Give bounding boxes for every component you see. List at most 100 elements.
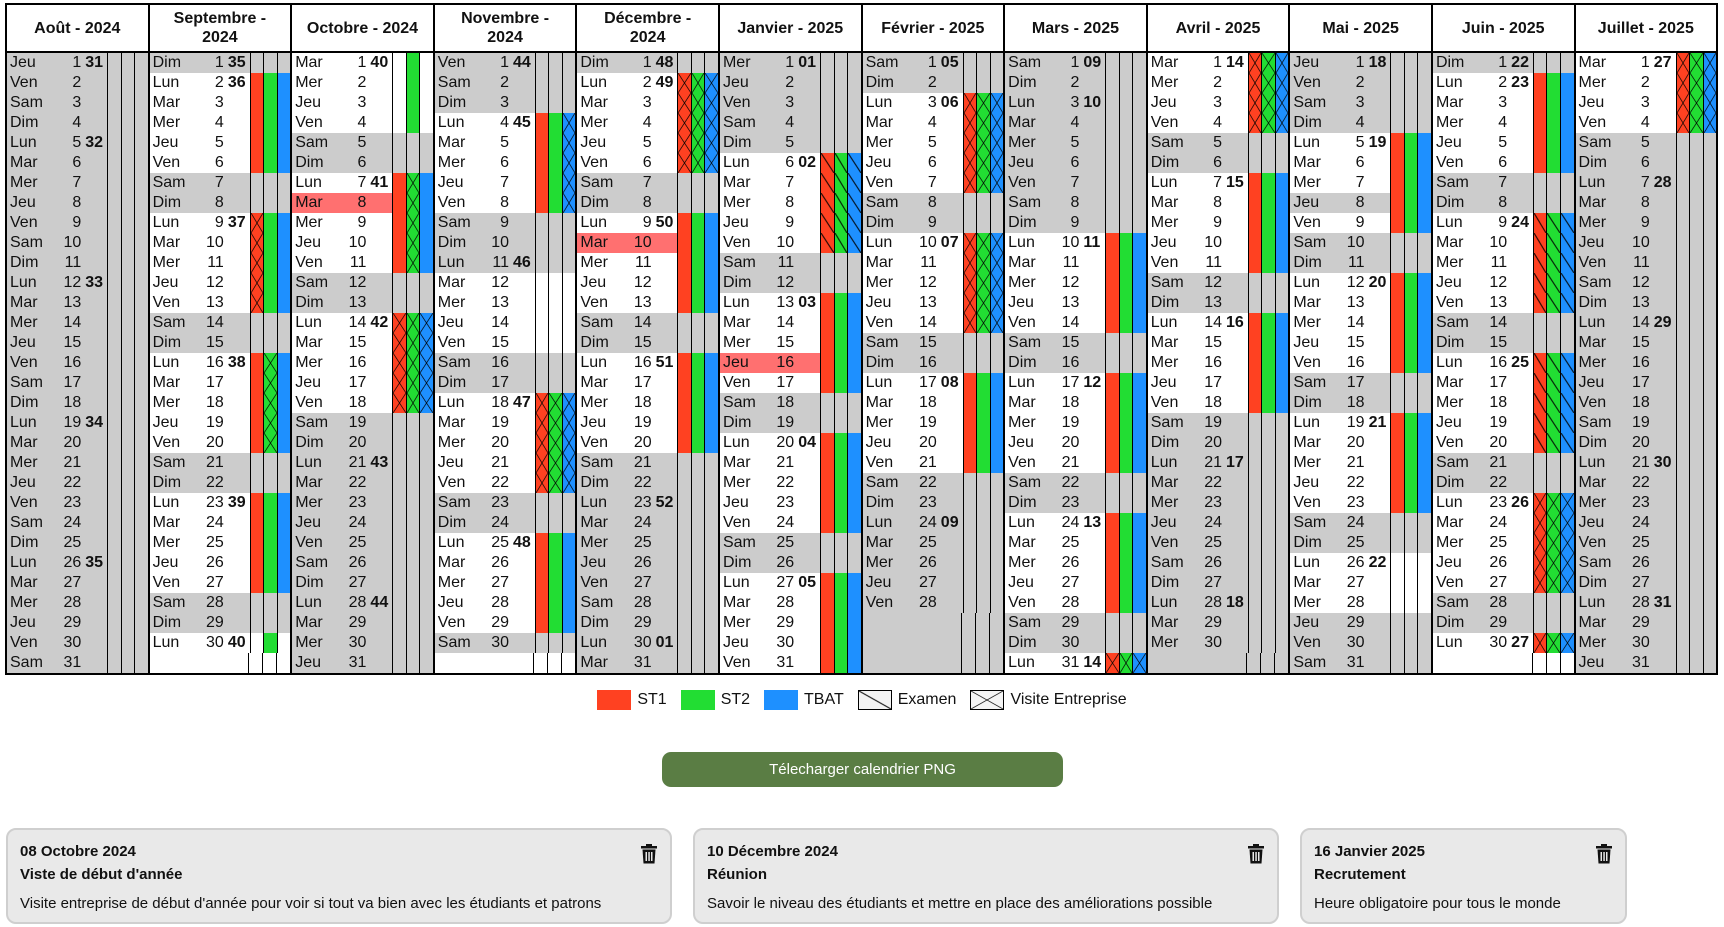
day-label[interactable]: Ven 20 bbox=[149, 433, 250, 453]
day-label[interactable]: Dim 8 bbox=[1432, 193, 1533, 213]
day-label[interactable]: Mar 17 bbox=[1432, 373, 1533, 393]
day-label[interactable]: Ven 6 bbox=[149, 153, 250, 173]
day-label[interactable]: Jeu 23 bbox=[719, 493, 820, 513]
day-label[interactable]: Mer 4 bbox=[149, 113, 250, 133]
day-label[interactable]: Mer 14 bbox=[1290, 313, 1391, 333]
day-label[interactable]: Mer 12 bbox=[1005, 273, 1106, 293]
day-label[interactable]: Sam 21 bbox=[1432, 453, 1533, 473]
day-label[interactable]: Ven 7 bbox=[862, 173, 963, 193]
day-label[interactable]: Sam 2 bbox=[434, 73, 535, 93]
day-label[interactable]: Sam 23 bbox=[434, 493, 535, 513]
day-label[interactable]: Mer 15 bbox=[719, 333, 820, 353]
day-label[interactable]: Jeu 12 bbox=[577, 273, 678, 293]
day-label[interactable]: Mar 12 bbox=[434, 273, 535, 293]
day-label[interactable]: Mer 23 bbox=[292, 493, 393, 513]
day-label[interactable]: Mer 11 bbox=[577, 253, 678, 273]
day-label[interactable]: Dim 12 bbox=[719, 273, 820, 293]
day-label[interactable]: Dim 4 bbox=[1290, 113, 1391, 133]
day-label[interactable]: Lun 21 43 bbox=[292, 453, 393, 473]
day-label[interactable]: Mar 10 bbox=[1432, 233, 1533, 253]
day-label[interactable]: Sam 31 bbox=[1290, 653, 1391, 673]
day-label[interactable]: Mar 18 bbox=[1005, 393, 1106, 413]
day-label[interactable]: Sam 18 bbox=[719, 393, 820, 413]
day-label[interactable]: Lun 24 13 bbox=[1005, 513, 1106, 533]
day-label[interactable]: Ven 17 bbox=[719, 373, 820, 393]
day-label[interactable]: Ven 27 bbox=[1432, 573, 1533, 593]
day-label[interactable]: Jeu 28 bbox=[434, 593, 535, 613]
day-label[interactable]: Ven 2 bbox=[7, 73, 107, 93]
day-label[interactable]: Ven 14 bbox=[1005, 313, 1106, 333]
day-label[interactable]: Ven 31 bbox=[719, 653, 820, 673]
day-label[interactable]: Jeu 31 bbox=[1575, 653, 1676, 673]
day-label[interactable]: Dim 20 bbox=[292, 433, 393, 453]
day-label[interactable]: Ven 8 bbox=[434, 193, 535, 213]
day-label[interactable]: Jeu 20 bbox=[862, 433, 963, 453]
day-label[interactable]: Jeu 3 bbox=[292, 93, 393, 113]
day-label[interactable]: Jeu 1 31 bbox=[7, 53, 107, 73]
day-label[interactable]: Jeu 12 bbox=[149, 273, 250, 293]
day-label[interactable]: Lun 16 38 bbox=[149, 353, 250, 373]
day-label[interactable]: Mer 19 bbox=[1005, 413, 1106, 433]
day-label[interactable]: Jeu 27 bbox=[1005, 573, 1106, 593]
day-label[interactable]: Lun 30 01 bbox=[577, 633, 678, 653]
day-label[interactable]: Jeu 3 bbox=[1575, 93, 1676, 113]
day-label[interactable]: Sam 8 bbox=[862, 193, 963, 213]
day-label[interactable]: Dim 10 bbox=[434, 233, 535, 253]
day-label[interactable]: Lun 28 31 bbox=[1575, 593, 1676, 613]
day-label[interactable]: Sam 28 bbox=[577, 593, 678, 613]
day-label[interactable]: Dim 1 48 bbox=[577, 53, 678, 73]
day-label[interactable]: Jeu 19 bbox=[149, 413, 250, 433]
day-label[interactable]: Sam 28 bbox=[1432, 593, 1533, 613]
day-label[interactable]: Lun 10 11 bbox=[1005, 233, 1106, 253]
day-label[interactable]: Mer 9 bbox=[1575, 213, 1676, 233]
day-label[interactable]: Sam 16 bbox=[434, 353, 535, 373]
day-label[interactable]: Ven 20 bbox=[1432, 433, 1533, 453]
day-label[interactable]: Mar 3 bbox=[1432, 93, 1533, 113]
day-label[interactable]: Mer 4 bbox=[577, 113, 678, 133]
day-label[interactable]: Lun 17 08 bbox=[862, 373, 963, 393]
day-label[interactable]: Ven 7 bbox=[1005, 173, 1106, 193]
day-label[interactable]: Mar 15 bbox=[292, 333, 393, 353]
day-label[interactable]: Lun 5 32 bbox=[7, 133, 107, 153]
day-label[interactable]: Mar 19 bbox=[434, 413, 535, 433]
day-label[interactable]: Mar 22 bbox=[292, 473, 393, 493]
day-label[interactable]: Lun 2 36 bbox=[149, 73, 250, 93]
day-label[interactable]: Sam 26 bbox=[1147, 553, 1248, 573]
trash-icon[interactable] bbox=[640, 844, 658, 864]
day-label[interactable]: Jeu 16 bbox=[719, 353, 820, 373]
day-label[interactable]: Mer 9 bbox=[1147, 213, 1248, 233]
day-label[interactable]: Jeu 3 bbox=[1147, 93, 1248, 113]
day-label[interactable]: Ven 4 bbox=[1575, 113, 1676, 133]
day-label[interactable]: Mer 22 bbox=[719, 473, 820, 493]
day-label[interactable]: Sam 19 bbox=[292, 413, 393, 433]
day-label[interactable]: Dim 9 bbox=[1005, 213, 1106, 233]
day-label[interactable]: Mer 21 bbox=[7, 453, 107, 473]
day-label[interactable]: Jeu 29 bbox=[7, 613, 107, 633]
day-label[interactable]: Sam 22 bbox=[862, 473, 963, 493]
day-label[interactable]: Dim 20 bbox=[1575, 433, 1676, 453]
day-label[interactable]: Dim 1 35 bbox=[149, 53, 250, 73]
day-label[interactable]: Mer 18 bbox=[577, 393, 678, 413]
day-label[interactable]: Jeu 26 bbox=[577, 553, 678, 573]
day-label[interactable]: Lun 23 26 bbox=[1432, 493, 1533, 513]
day-label[interactable]: Mar 20 bbox=[1290, 433, 1391, 453]
day-label[interactable]: Dim 16 bbox=[862, 353, 963, 373]
day-label[interactable]: Lun 9 24 bbox=[1432, 213, 1533, 233]
day-label[interactable]: Lun 7 15 bbox=[1147, 173, 1248, 193]
day-label[interactable]: Dim 11 bbox=[7, 253, 107, 273]
day-label[interactable]: Mar 18 bbox=[862, 393, 963, 413]
day-label[interactable]: Dim 18 bbox=[1290, 393, 1391, 413]
day-label[interactable]: Mer 13 bbox=[434, 293, 535, 313]
day-label[interactable]: Ven 11 bbox=[1147, 253, 1248, 273]
day-label[interactable]: Jeu 19 bbox=[1432, 413, 1533, 433]
day-label[interactable]: Lun 25 48 bbox=[434, 533, 535, 553]
day-label[interactable]: Jeu 10 bbox=[1575, 233, 1676, 253]
day-label[interactable]: Sam 19 bbox=[1575, 413, 1676, 433]
day-label[interactable]: Mar 5 bbox=[434, 133, 535, 153]
day-label[interactable]: Jeu 10 bbox=[292, 233, 393, 253]
day-label[interactable]: Mer 26 bbox=[862, 553, 963, 573]
trash-icon[interactable] bbox=[1595, 844, 1613, 864]
day-label[interactable]: Sam 10 bbox=[7, 233, 107, 253]
trash-icon[interactable] bbox=[1247, 844, 1265, 864]
day-label[interactable]: Sam 10 bbox=[1290, 233, 1391, 253]
